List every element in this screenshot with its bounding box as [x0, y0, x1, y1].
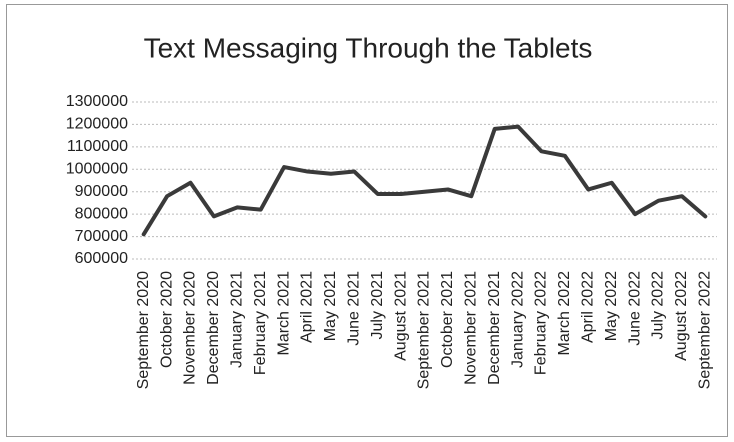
x-tick-label: July 2021 — [369, 271, 386, 340]
y-tick-label: 900000 — [75, 183, 128, 200]
x-tick-label: January 2021 — [229, 271, 246, 368]
x-tick-label: December 2021 — [486, 271, 503, 385]
data-line — [141, 124, 708, 237]
y-tick-label: 1200000 — [66, 116, 128, 133]
x-tick-label: December 2020 — [205, 271, 222, 385]
x-tick-label: February 2021 — [252, 271, 269, 375]
x-tick-label: January 2022 — [509, 271, 526, 368]
y-tick-label: 700000 — [75, 228, 128, 245]
x-tick-label: May 2022 — [603, 271, 620, 341]
x-tick-label: June 2021 — [346, 271, 363, 346]
x-tick-label: September 2021 — [416, 271, 433, 389]
x-tick-label: November 2020 — [182, 271, 199, 385]
x-tick-label: August 2021 — [392, 271, 409, 361]
x-tick-label: March 2022 — [556, 271, 573, 356]
chart-title: Text Messaging Through the Tablets — [144, 32, 593, 63]
x-tick-label: May 2021 — [322, 271, 339, 341]
x-tick-label: April 2021 — [299, 271, 316, 343]
y-tick-label: 1100000 — [67, 138, 128, 155]
x-tick-label: June 2022 — [626, 271, 643, 346]
x-tick-label: February 2022 — [533, 271, 550, 375]
x-tick-label: September 2022 — [697, 271, 714, 389]
x-tick-label: April 2022 — [580, 271, 597, 343]
chart-border — [6, 4, 728, 437]
y-tick-label: 600000 — [75, 250, 128, 267]
x-tick-label: September 2020 — [135, 271, 152, 389]
x-tick-label: October 2021 — [439, 271, 456, 368]
x-tick-label: November 2021 — [463, 271, 480, 385]
y-tick-label: 800000 — [75, 205, 128, 222]
y-tick-label: 1000000 — [66, 161, 128, 178]
x-tick-label: July 2022 — [650, 271, 667, 340]
x-tick-label: October 2020 — [158, 271, 175, 368]
y-tick-label: 1300000 — [66, 93, 128, 110]
x-tick-label: August 2022 — [673, 271, 690, 361]
x-tick-label: March 2021 — [275, 271, 292, 356]
